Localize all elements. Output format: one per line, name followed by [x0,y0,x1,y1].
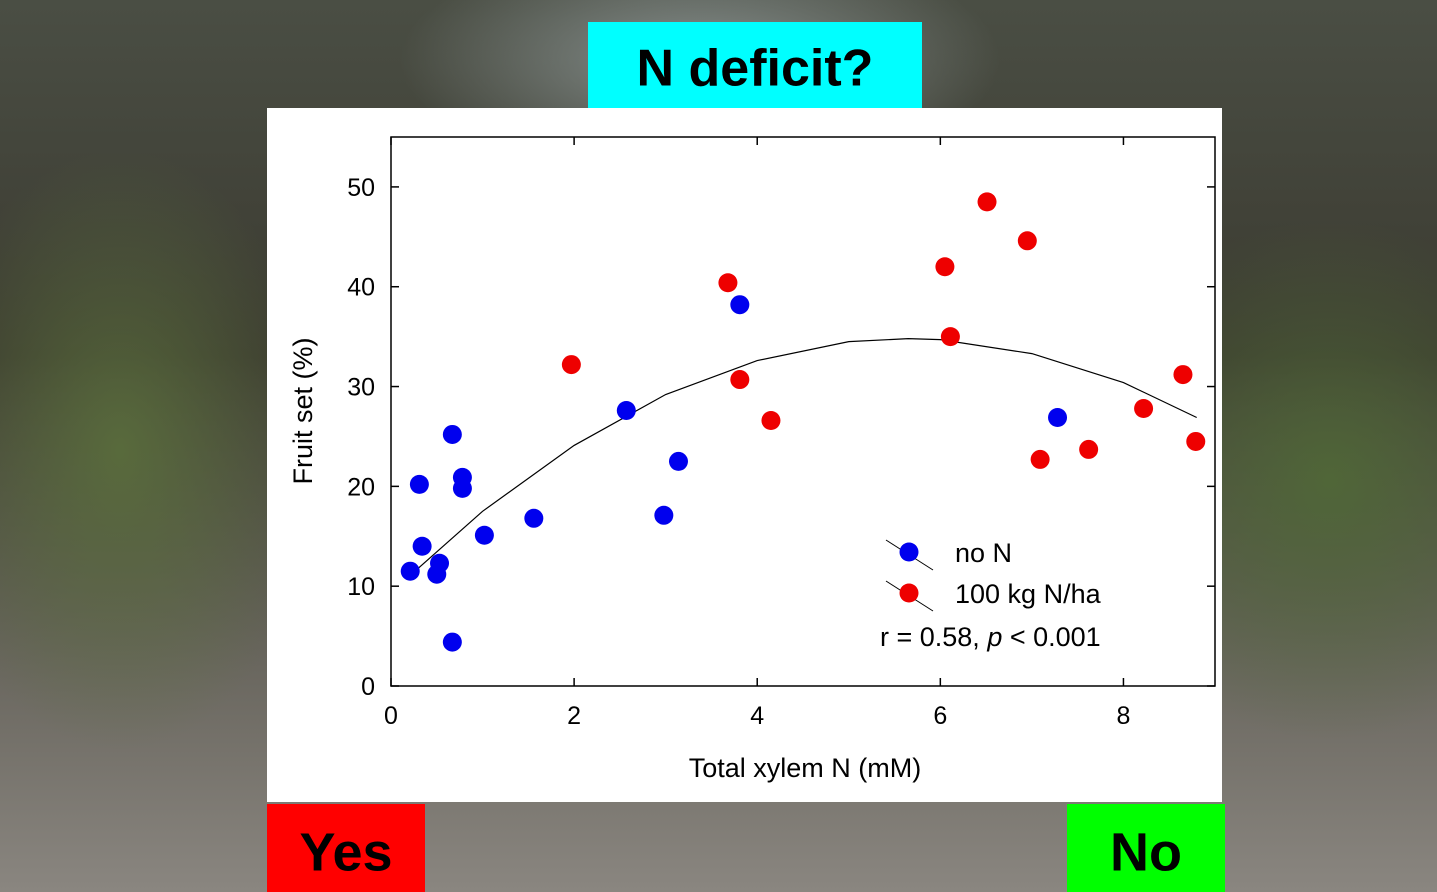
x-tick-label: 4 [750,702,764,730]
point [941,327,960,346]
annotation-part: r = 0.58, [880,622,987,652]
legend-marker [900,584,919,603]
point [718,273,737,292]
annotation-part: < 0.001 [1002,622,1100,652]
point [654,506,673,525]
point [410,475,429,494]
x-tick-label: 2 [567,702,581,730]
y-tick-label: 10 [347,573,375,601]
y-tick-label: 40 [347,274,375,302]
point [453,479,472,498]
point [978,192,997,211]
legend-label: 100 kg N/ha [955,579,1102,609]
point [1186,432,1205,451]
point [475,526,494,545]
y-tick-label: 0 [361,673,375,701]
point [443,425,462,444]
point [1031,450,1050,469]
x-axis-label: Total xylem N (mM) [689,753,922,783]
annotation-part: p [986,622,1002,652]
point [1173,365,1192,384]
y-tick-label: 30 [347,374,375,402]
point [730,370,749,389]
point [562,355,581,374]
point [617,401,636,420]
point [427,565,446,584]
y-axis-label: Fruit set (%) [288,337,318,484]
point [761,411,780,430]
point [1048,408,1067,427]
x-tick-label: 0 [384,702,398,730]
point [401,562,420,581]
chart-panel [267,108,1222,802]
yes-label: Yes [299,822,392,882]
no-label: No [1110,822,1182,882]
x-tick-label: 8 [1116,702,1130,730]
y-tick-label: 20 [347,473,375,501]
point [524,509,543,528]
x-tick-label: 6 [933,702,947,730]
y-tick-label: 50 [347,174,375,202]
point [443,633,462,652]
point [413,537,432,556]
slide: N deficit? Yes No Total xylem N (mM) Fru… [0,0,1437,892]
legend-label: no N [955,538,1012,568]
legend-marker [900,543,919,562]
annotation: r = 0.58, p < 0.001 [880,622,1101,652]
point [1134,399,1153,418]
point [730,295,749,314]
point [935,257,954,276]
point [1079,440,1098,459]
chart-title: N deficit? [637,40,874,98]
point [669,452,688,471]
point [1018,231,1037,250]
